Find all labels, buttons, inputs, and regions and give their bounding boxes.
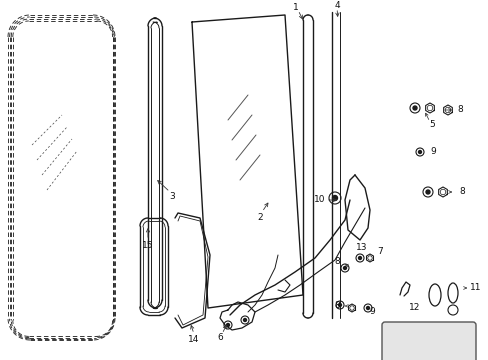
Circle shape [412, 106, 416, 110]
Text: 8: 8 [333, 301, 339, 310]
Text: 5: 5 [428, 121, 434, 130]
Circle shape [243, 319, 246, 321]
Text: 4: 4 [333, 0, 339, 9]
Text: 13: 13 [356, 243, 367, 252]
Circle shape [338, 303, 341, 306]
Text: 15: 15 [142, 242, 153, 251]
Circle shape [366, 306, 369, 310]
Text: 7: 7 [376, 248, 382, 256]
Circle shape [418, 150, 421, 153]
Text: 6: 6 [217, 333, 223, 342]
Circle shape [343, 266, 346, 270]
Text: 11: 11 [469, 284, 481, 292]
Text: 12: 12 [408, 303, 420, 312]
Text: 9: 9 [368, 307, 374, 316]
Text: 1: 1 [292, 3, 298, 12]
Text: 14: 14 [188, 336, 199, 345]
Circle shape [332, 195, 337, 201]
FancyBboxPatch shape [381, 322, 475, 360]
Text: 8: 8 [458, 188, 464, 197]
Circle shape [425, 190, 429, 194]
Circle shape [226, 324, 229, 327]
Text: 8: 8 [333, 257, 339, 266]
Text: 9: 9 [429, 148, 435, 157]
Text: 2: 2 [257, 213, 262, 222]
Text: 10: 10 [314, 195, 325, 204]
Text: 8: 8 [456, 105, 462, 114]
Text: 3: 3 [169, 193, 175, 202]
Circle shape [358, 256, 361, 260]
